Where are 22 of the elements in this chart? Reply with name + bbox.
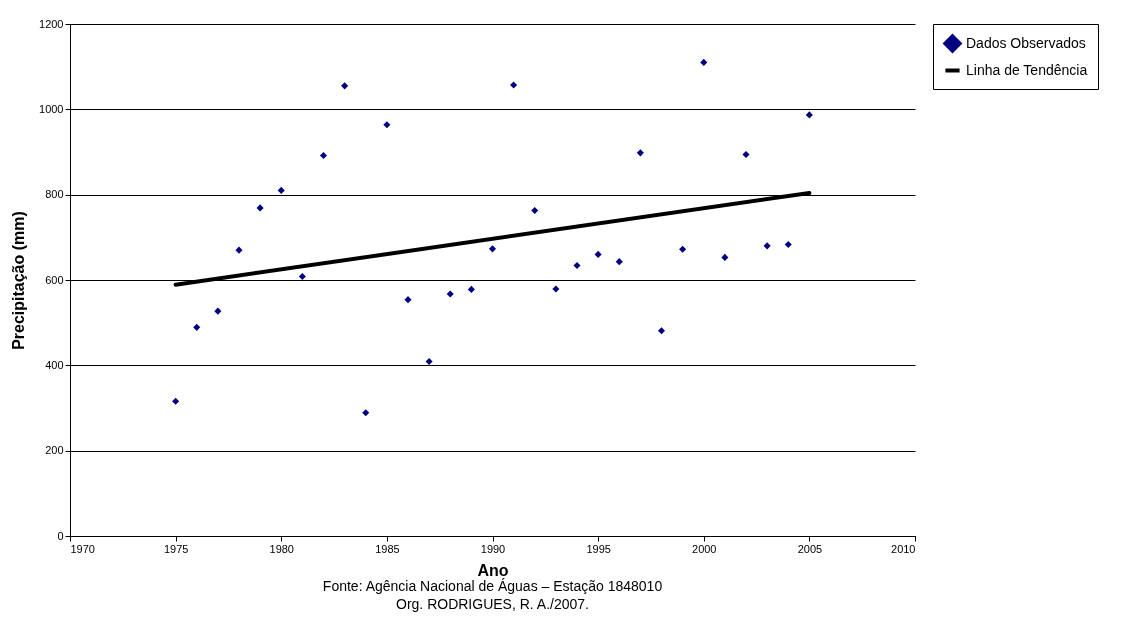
legend-label: Dados Observados	[966, 34, 1086, 51]
y-tick-label: 800	[45, 188, 64, 201]
x-tick-label: 1985	[375, 542, 400, 555]
x-tick-label: 2005	[797, 542, 823, 555]
x-tick-label: 2000	[692, 542, 717, 555]
y-tick-label: 1000	[39, 102, 64, 115]
x-tick-label: 1995	[586, 542, 611, 555]
y-tick-label: 0	[57, 529, 64, 542]
x-tick-label: 1970	[70, 542, 95, 555]
x-tick-label: 2010	[891, 542, 916, 555]
y-axis-title: Precipitação (mm)	[10, 211, 28, 350]
y-tick-label: 400	[45, 358, 64, 371]
y-tick-label: 600	[45, 273, 64, 286]
x-axis-title: Ano	[477, 561, 509, 579]
x-tick-label: 1980	[269, 542, 294, 555]
x-tick-label: 1975	[163, 542, 189, 555]
text: Org. RODRIGUES, R. A./2007.	[396, 596, 589, 612]
source-note: Fonte: Agência Nacional de Águas – Estação 1848010	[322, 578, 663, 594]
y-tick-label: 200	[45, 444, 64, 457]
y-tick-label: 1200	[39, 17, 64, 30]
x-tick-label: 1990	[480, 542, 506, 555]
legend-label: Linha de Tendência	[966, 61, 1088, 78]
